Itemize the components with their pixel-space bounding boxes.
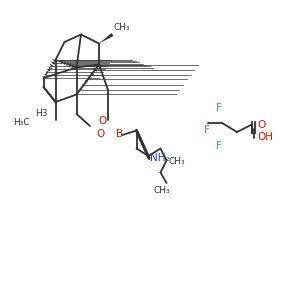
Text: F: F bbox=[216, 103, 222, 113]
Text: CH₃: CH₃ bbox=[154, 186, 170, 195]
Text: O: O bbox=[96, 129, 104, 140]
Text: H₃C: H₃C bbox=[14, 118, 30, 127]
Text: NH₂: NH₂ bbox=[150, 153, 170, 164]
Text: CH₃: CH₃ bbox=[113, 22, 130, 32]
Text: CH₃: CH₃ bbox=[169, 157, 185, 166]
Text: H3: H3 bbox=[35, 110, 47, 118]
Text: F: F bbox=[203, 125, 209, 135]
Polygon shape bbox=[99, 33, 113, 44]
Text: F: F bbox=[216, 141, 222, 151]
Text: O: O bbox=[257, 120, 266, 130]
Text: O: O bbox=[98, 116, 106, 126]
Text: OH: OH bbox=[257, 131, 273, 142]
Text: B: B bbox=[116, 129, 124, 140]
